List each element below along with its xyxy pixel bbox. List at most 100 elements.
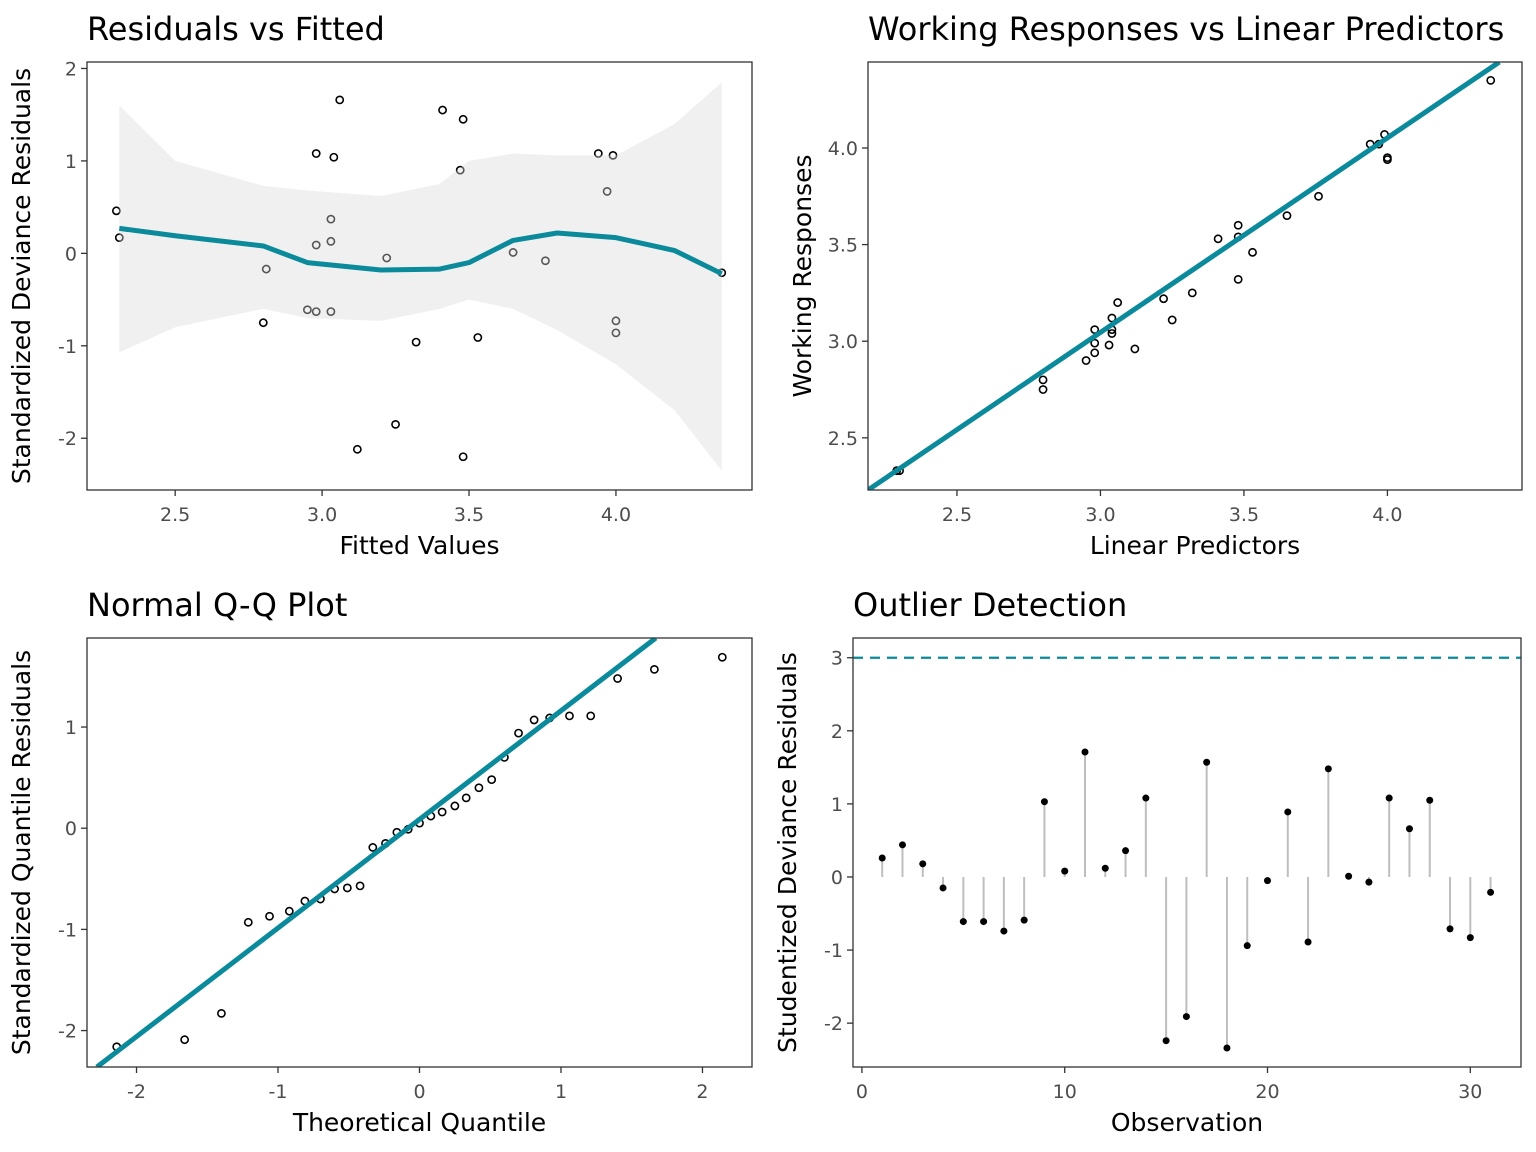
- point: [1081, 356, 1091, 365]
- x-tick-label: 30: [1458, 1081, 1482, 1103]
- point: [529, 715, 539, 725]
- point: [878, 854, 886, 862]
- point: [438, 105, 447, 115]
- plot-area: [868, 62, 1501, 490]
- x-tick-label: 3.5: [1229, 504, 1259, 526]
- point: [450, 801, 460, 811]
- smooth-line: [118, 225, 723, 276]
- point: [1020, 916, 1028, 924]
- y-tick-label: 1: [831, 794, 843, 816]
- point: [180, 1035, 190, 1045]
- point: [326, 236, 336, 246]
- y-tick-label: 1: [65, 151, 77, 173]
- x-tick-label: 1: [555, 1081, 567, 1103]
- point: [649, 664, 659, 674]
- point: [1405, 825, 1413, 833]
- point: [1466, 934, 1474, 942]
- point: [458, 452, 468, 462]
- x-axis-label: Observation: [1111, 1108, 1263, 1137]
- point: [411, 337, 421, 347]
- panel-border: [86, 637, 753, 1068]
- chart-title: Normal Q-Q Plot: [87, 586, 347, 624]
- point: [1182, 1013, 1190, 1021]
- point: [717, 652, 727, 662]
- y-tick-label: 0: [65, 818, 77, 840]
- point: [508, 248, 518, 257]
- point: [311, 240, 321, 250]
- point: [611, 316, 621, 326]
- x-tick-label: 2: [696, 1081, 708, 1103]
- point: [959, 918, 967, 926]
- point: [1167, 315, 1177, 325]
- point: [455, 165, 465, 175]
- chart-title: Outlier Detection: [853, 586, 1127, 624]
- point: [1203, 758, 1211, 766]
- point: [613, 674, 622, 683]
- point: [1000, 927, 1008, 935]
- point: [437, 807, 447, 817]
- point: [368, 843, 378, 852]
- point: [919, 860, 927, 868]
- point: [1107, 329, 1117, 338]
- y-tick-label: 3.5: [828, 235, 858, 257]
- x-tick-label: 4.0: [601, 504, 631, 526]
- point: [980, 918, 988, 926]
- point: [1446, 925, 1454, 933]
- y-axis-label: Working Responses: [788, 154, 817, 397]
- point: [284, 906, 294, 916]
- point: [1101, 864, 1109, 872]
- point: [261, 264, 271, 274]
- point: [1159, 294, 1168, 304]
- point: [487, 775, 497, 785]
- panel: Working Responses vs Linear Predictors Li…: [788, 10, 1523, 560]
- y-tick-label: 0: [831, 867, 843, 889]
- point: [1383, 155, 1392, 164]
- reference-line: [868, 62, 1501, 490]
- y-tick-label: 4.0: [828, 138, 858, 160]
- point: [1090, 325, 1100, 335]
- y-tick-label: 3: [831, 648, 843, 670]
- panel: Residuals vs Fitted Fitted Values Standard…: [7, 10, 753, 560]
- point: [461, 793, 471, 803]
- point: [1090, 348, 1100, 358]
- point: [243, 917, 253, 927]
- panel: Outlier Detection Observation Studentized …: [773, 586, 1522, 1137]
- point: [1061, 867, 1069, 875]
- point: [1081, 748, 1089, 756]
- x-tick-label: 20: [1255, 1081, 1279, 1103]
- chart-title: Residuals vs Fitted: [87, 10, 385, 48]
- point: [1213, 234, 1223, 244]
- point: [474, 783, 484, 793]
- point: [265, 911, 274, 921]
- y-tick-label: -1: [58, 336, 77, 358]
- y-tick-label: -2: [58, 1021, 77, 1043]
- y-tick-label: -2: [58, 428, 77, 450]
- point: [352, 444, 362, 454]
- point: [1104, 340, 1114, 350]
- x-tick-label: 2.5: [942, 504, 972, 526]
- x-tick-label: 0: [856, 1081, 868, 1103]
- point: [1090, 338, 1100, 348]
- point: [1284, 808, 1292, 816]
- plot-area: [111, 82, 727, 471]
- point: [1487, 888, 1495, 896]
- point: [565, 711, 574, 721]
- point: [1365, 878, 1373, 886]
- y-tick-label: -1: [58, 919, 77, 941]
- x-axis-label: Fitted Values: [340, 531, 500, 560]
- panel-border: [867, 61, 1523, 491]
- panel-border: [852, 637, 1522, 1068]
- point: [593, 149, 603, 158]
- y-tick-label: 0: [65, 243, 77, 265]
- x-tick-label: 3.5: [454, 504, 484, 526]
- point: [1243, 942, 1251, 950]
- point: [514, 728, 523, 738]
- y-axis-label: Studentized Deviance Residuals: [773, 652, 802, 1053]
- point: [458, 114, 468, 124]
- point: [1248, 247, 1257, 257]
- x-axis-label: Linear Predictors: [1090, 531, 1300, 560]
- point: [326, 307, 336, 316]
- x-tick-label: 3.0: [307, 504, 337, 526]
- chart-title: Working Responses vs Linear Predictors: [868, 10, 1504, 48]
